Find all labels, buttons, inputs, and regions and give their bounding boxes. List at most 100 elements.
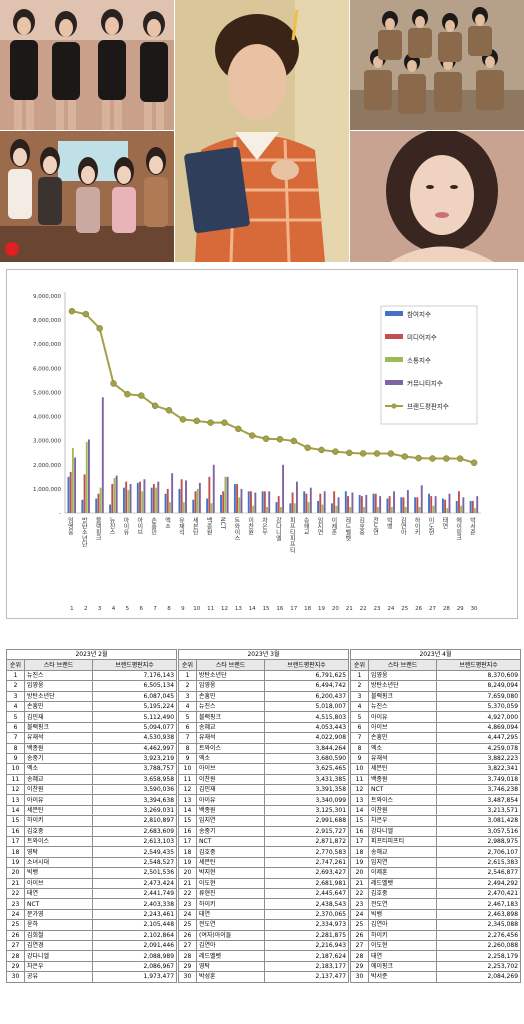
line-point [124,390,131,398]
bar-소통지수 [446,508,449,513]
rank-cell: 15 [6,815,25,827]
brand-cell: 블랙핑크 [196,711,265,723]
legend-label: 참여지수 [407,310,431,319]
x-category-label: 유재석 [177,517,184,536]
bar-참여지수 [95,498,98,513]
line-point [429,455,436,462]
rank-cell: 24 [178,908,197,921]
x-category-label: 방탄소년단 [80,516,87,547]
bar-참여지수 [178,488,181,513]
table-row: 4 뉴진스 5,018,007 [178,700,350,713]
brand-cell: 이제훈 [368,867,437,879]
brand-cell: 송혜교 [24,773,93,786]
rank-cell: 21 [6,877,25,890]
table-header-cell: 브랜드평판지수 [263,659,350,671]
brand-cell: 임영웅 [368,669,437,682]
y-tick-label: 7,000,000 [33,342,61,348]
brand-cell: 레드벨벳 [368,877,437,890]
score-cell: 2,463,898 [435,908,522,921]
score-cell: 2,548,527 [91,856,178,869]
rank-cell: 8 [6,742,25,754]
brand-cell: NCT [196,836,265,848]
y-tick-label: 3,000,000 [33,439,61,445]
rank-cell: 27 [350,939,369,952]
table-row: 13 아이유 3,340,099 [178,794,350,806]
brand-cell: 백종원 [196,804,265,817]
score-cell: 3,340,099 [263,794,350,806]
score-cell: 2,088,989 [91,950,178,962]
rank-cell: 27 [178,939,197,952]
rank-cell: 2 [350,680,369,692]
rank-cell: 1 [178,669,197,682]
bar-커뮤니티지수 [351,492,354,513]
x-number-label: 30 [471,606,478,612]
bar-참여지수 [414,497,417,513]
score-cell: 2,494,292 [435,877,522,890]
line-point [359,450,367,457]
rank-cell: 21 [350,877,369,890]
bar-커뮤니티지수 [88,439,90,513]
x-number-label: 29 [457,606,464,612]
x-number-label: 18 [304,606,311,612]
newjeans-photo [0,131,174,262]
rank-cell: 4 [350,700,369,713]
brand-cell: 임지연 [368,856,437,869]
x-number-label: 25 [401,606,408,612]
rank-cell: 6 [178,721,197,734]
brand-cell: 방탄소년단 [368,680,437,692]
bar-커뮤니티지수 [143,479,146,513]
line-point [401,453,408,460]
table-row: 12 NCT 3,746,238 [350,784,522,796]
line-point [96,325,103,332]
score-cell: 3,125,301 [263,804,350,817]
score-cell: 5,370,059 [435,700,522,713]
score-cell: 6,791,625 [263,669,350,682]
rank-cell: 16 [178,825,197,838]
bar-참여지수 [331,503,333,513]
x-category-label: 빅뱅 [385,516,392,529]
table-row: 17 트와이스 2,613,103 [6,836,178,848]
bar-소통지수 [349,506,352,513]
table-row: 26 (여자)아이들 2,281,875 [178,929,350,941]
score-cell: 2,187,624 [263,950,350,962]
score-cell: 2,501,536 [91,867,178,879]
rank-cell: 10 [350,763,369,775]
x-number-label: 15 [263,606,270,612]
bar-소통지수 [418,506,421,513]
score-cell: 4,022,908 [263,732,350,744]
rank-cell: 28 [350,950,369,962]
bar-소통지수 [293,503,296,513]
line-point [110,380,117,387]
bar-미디어지수 [471,500,474,513]
score-cell: 2,403,338 [91,898,178,910]
table-header-cell: 순위 [350,659,369,671]
score-cell: 2,345,088 [435,919,522,931]
x-number-label: 17 [290,606,297,612]
table-row: 15 임지연 2,991,688 [178,815,350,827]
bar-참여지수 [372,493,375,513]
bar-미디어지수 [194,491,197,513]
bar-커뮤니티지수 [282,464,285,513]
score-cell: 3,658,958 [91,773,178,786]
bar-미디어지수 [250,491,252,513]
line-point [82,310,90,318]
score-cell: 2,091,446 [91,939,178,952]
score-cell: 5,094,077 [91,721,178,734]
bar-소통지수 [432,505,435,513]
rank-cell: 29 [350,960,369,973]
bar-소통지수 [113,478,116,513]
brand-cell: 아이브 [24,877,93,890]
score-cell: 5,195,224 [91,700,178,713]
score-cell: 2,441,749 [91,887,178,900]
table-row: 6 아이브 4,869,094 [350,721,522,734]
bar-소통지수 [474,508,476,513]
brand-cell: 강다니엘 [368,825,437,838]
line-point [387,450,395,457]
table-row: 8 백종원 4,462,997 [6,742,178,754]
x-category-label: 임영웅 [66,516,73,535]
x-category-label: 손흥민 [150,517,157,535]
score-cell: 3,394,638 [91,794,178,806]
score-cell: 3,057,516 [435,825,522,838]
brand-cell: 이찬원 [196,773,265,786]
x-category-label: 이찬원 [247,516,254,535]
